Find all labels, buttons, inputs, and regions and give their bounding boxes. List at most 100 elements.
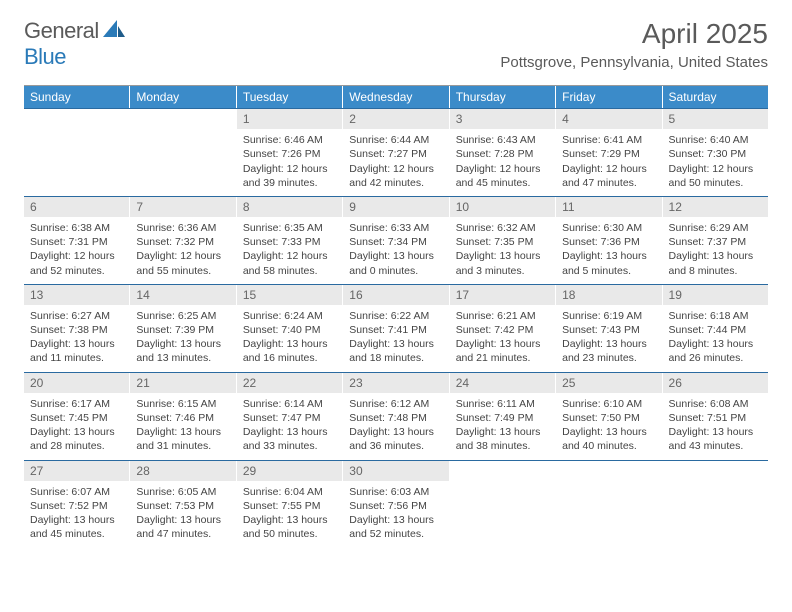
calendar-cell: 14Sunrise: 6:25 AMSunset: 7:39 PMDayligh… (130, 285, 236, 372)
day-number (450, 461, 555, 481)
dow-header: Thursday (450, 86, 556, 108)
day-number: 1 (237, 109, 342, 129)
daylight-line: Daylight: 13 hours and 33 minutes. (243, 425, 336, 453)
sunrise-line: Sunrise: 6:19 AM (562, 309, 655, 323)
daylight-line: Daylight: 12 hours and 45 minutes. (456, 162, 549, 190)
day-number: 10 (450, 197, 555, 217)
cell-body: Sunrise: 6:10 AMSunset: 7:50 PMDaylight:… (556, 393, 661, 460)
calendar-cell: 3Sunrise: 6:43 AMSunset: 7:28 PMDaylight… (450, 109, 556, 196)
day-number: 9 (343, 197, 448, 217)
sunset-line: Sunset: 7:52 PM (30, 499, 123, 513)
daylight-line: Daylight: 12 hours and 58 minutes. (243, 249, 336, 277)
day-number: 29 (237, 461, 342, 481)
sunset-line: Sunset: 7:35 PM (456, 235, 549, 249)
sunset-line: Sunset: 7:39 PM (136, 323, 229, 337)
calendar-grid: SundayMondayTuesdayWednesdayThursdayFrid… (24, 85, 768, 547)
cell-body: Sunrise: 6:41 AMSunset: 7:29 PMDaylight:… (556, 129, 661, 196)
calendar-cell: 7Sunrise: 6:36 AMSunset: 7:32 PMDaylight… (130, 197, 236, 284)
calendar-week: 13Sunrise: 6:27 AMSunset: 7:38 PMDayligh… (24, 284, 768, 372)
sunrise-line: Sunrise: 6:17 AM (30, 397, 123, 411)
sunset-line: Sunset: 7:40 PM (243, 323, 336, 337)
sunrise-line: Sunrise: 6:24 AM (243, 309, 336, 323)
day-number: 17 (450, 285, 555, 305)
cell-body: Sunrise: 6:27 AMSunset: 7:38 PMDaylight:… (24, 305, 129, 372)
month-title: April 2025 (500, 18, 768, 50)
day-number: 13 (24, 285, 129, 305)
sunrise-line: Sunrise: 6:38 AM (30, 221, 123, 235)
day-number: 3 (450, 109, 555, 129)
calendar-cell: 4Sunrise: 6:41 AMSunset: 7:29 PMDaylight… (556, 109, 662, 196)
daylight-line: Daylight: 13 hours and 11 minutes. (30, 337, 123, 365)
sunrise-line: Sunrise: 6:07 AM (30, 485, 123, 499)
sunset-line: Sunset: 7:53 PM (136, 499, 229, 513)
cell-body: Sunrise: 6:44 AMSunset: 7:27 PMDaylight:… (343, 129, 448, 196)
cell-body: Sunrise: 6:33 AMSunset: 7:34 PMDaylight:… (343, 217, 448, 284)
sunrise-line: Sunrise: 6:18 AM (669, 309, 762, 323)
calendar-cell: 26Sunrise: 6:08 AMSunset: 7:51 PMDayligh… (663, 373, 768, 460)
sunrise-line: Sunrise: 6:30 AM (562, 221, 655, 235)
daylight-line: Daylight: 13 hours and 21 minutes. (456, 337, 549, 365)
cell-body: Sunrise: 6:11 AMSunset: 7:49 PMDaylight:… (450, 393, 555, 460)
calendar-cell: 28Sunrise: 6:05 AMSunset: 7:53 PMDayligh… (130, 461, 236, 548)
daylight-line: Daylight: 12 hours and 39 minutes. (243, 162, 336, 190)
sunrise-line: Sunrise: 6:11 AM (456, 397, 549, 411)
sunset-line: Sunset: 7:45 PM (30, 411, 123, 425)
day-number: 4 (556, 109, 661, 129)
day-number: 30 (343, 461, 448, 481)
sunset-line: Sunset: 7:56 PM (349, 499, 442, 513)
cell-body: Sunrise: 6:08 AMSunset: 7:51 PMDaylight:… (663, 393, 768, 460)
calendar-week: 1Sunrise: 6:46 AMSunset: 7:26 PMDaylight… (24, 108, 768, 196)
day-number: 15 (237, 285, 342, 305)
day-number: 28 (130, 461, 235, 481)
day-number: 25 (556, 373, 661, 393)
cell-body: Sunrise: 6:30 AMSunset: 7:36 PMDaylight:… (556, 217, 661, 284)
sunrise-line: Sunrise: 6:32 AM (456, 221, 549, 235)
sunrise-line: Sunrise: 6:21 AM (456, 309, 549, 323)
calendar-cell: 19Sunrise: 6:18 AMSunset: 7:44 PMDayligh… (663, 285, 768, 372)
day-number (130, 109, 235, 129)
day-number: 21 (130, 373, 235, 393)
day-number: 14 (130, 285, 235, 305)
cell-body: Sunrise: 6:46 AMSunset: 7:26 PMDaylight:… (237, 129, 342, 196)
sunset-line: Sunset: 7:32 PM (136, 235, 229, 249)
day-number: 24 (450, 373, 555, 393)
calendar-cell: 15Sunrise: 6:24 AMSunset: 7:40 PMDayligh… (237, 285, 343, 372)
calendar-cell-empty (556, 461, 662, 548)
daylight-line: Daylight: 13 hours and 31 minutes. (136, 425, 229, 453)
location-text: Pottsgrove, Pennsylvania, United States (500, 54, 768, 71)
calendar-cell: 20Sunrise: 6:17 AMSunset: 7:45 PMDayligh… (24, 373, 130, 460)
cell-body: Sunrise: 6:04 AMSunset: 7:55 PMDaylight:… (237, 481, 342, 548)
calendar-cell: 25Sunrise: 6:10 AMSunset: 7:50 PMDayligh… (556, 373, 662, 460)
daylight-line: Daylight: 12 hours and 42 minutes. (349, 162, 442, 190)
daylight-line: Daylight: 13 hours and 45 minutes. (30, 513, 123, 541)
dow-header: Wednesday (343, 86, 449, 108)
cell-body: Sunrise: 6:38 AMSunset: 7:31 PMDaylight:… (24, 217, 129, 284)
sunset-line: Sunset: 7:31 PM (30, 235, 123, 249)
cell-body: Sunrise: 6:03 AMSunset: 7:56 PMDaylight:… (343, 481, 448, 548)
cell-body: Sunrise: 6:05 AMSunset: 7:53 PMDaylight:… (130, 481, 235, 548)
sunrise-line: Sunrise: 6:22 AM (349, 309, 442, 323)
sunset-line: Sunset: 7:44 PM (669, 323, 762, 337)
daylight-line: Daylight: 12 hours and 50 minutes. (669, 162, 762, 190)
daylight-line: Daylight: 13 hours and 38 minutes. (456, 425, 549, 453)
calendar-cell: 24Sunrise: 6:11 AMSunset: 7:49 PMDayligh… (450, 373, 556, 460)
cell-body: Sunrise: 6:35 AMSunset: 7:33 PMDaylight:… (237, 217, 342, 284)
cell-body: Sunrise: 6:24 AMSunset: 7:40 PMDaylight:… (237, 305, 342, 372)
day-number: 6 (24, 197, 129, 217)
calendar-cell: 10Sunrise: 6:32 AMSunset: 7:35 PMDayligh… (450, 197, 556, 284)
calendar-cell: 1Sunrise: 6:46 AMSunset: 7:26 PMDaylight… (237, 109, 343, 196)
day-number: 2 (343, 109, 448, 129)
dow-header: Friday (556, 86, 662, 108)
calendar-cell: 17Sunrise: 6:21 AMSunset: 7:42 PMDayligh… (450, 285, 556, 372)
cell-body: Sunrise: 6:43 AMSunset: 7:28 PMDaylight:… (450, 129, 555, 196)
sunrise-line: Sunrise: 6:14 AM (243, 397, 336, 411)
calendar-cell: 29Sunrise: 6:04 AMSunset: 7:55 PMDayligh… (237, 461, 343, 548)
cell-body: Sunrise: 6:18 AMSunset: 7:44 PMDaylight:… (663, 305, 768, 372)
sunrise-line: Sunrise: 6:35 AM (243, 221, 336, 235)
sunset-line: Sunset: 7:37 PM (669, 235, 762, 249)
sunset-line: Sunset: 7:33 PM (243, 235, 336, 249)
sunset-line: Sunset: 7:51 PM (669, 411, 762, 425)
cell-body: Sunrise: 6:19 AMSunset: 7:43 PMDaylight:… (556, 305, 661, 372)
daylight-line: Daylight: 13 hours and 13 minutes. (136, 337, 229, 365)
calendar-cell: 2Sunrise: 6:44 AMSunset: 7:27 PMDaylight… (343, 109, 449, 196)
